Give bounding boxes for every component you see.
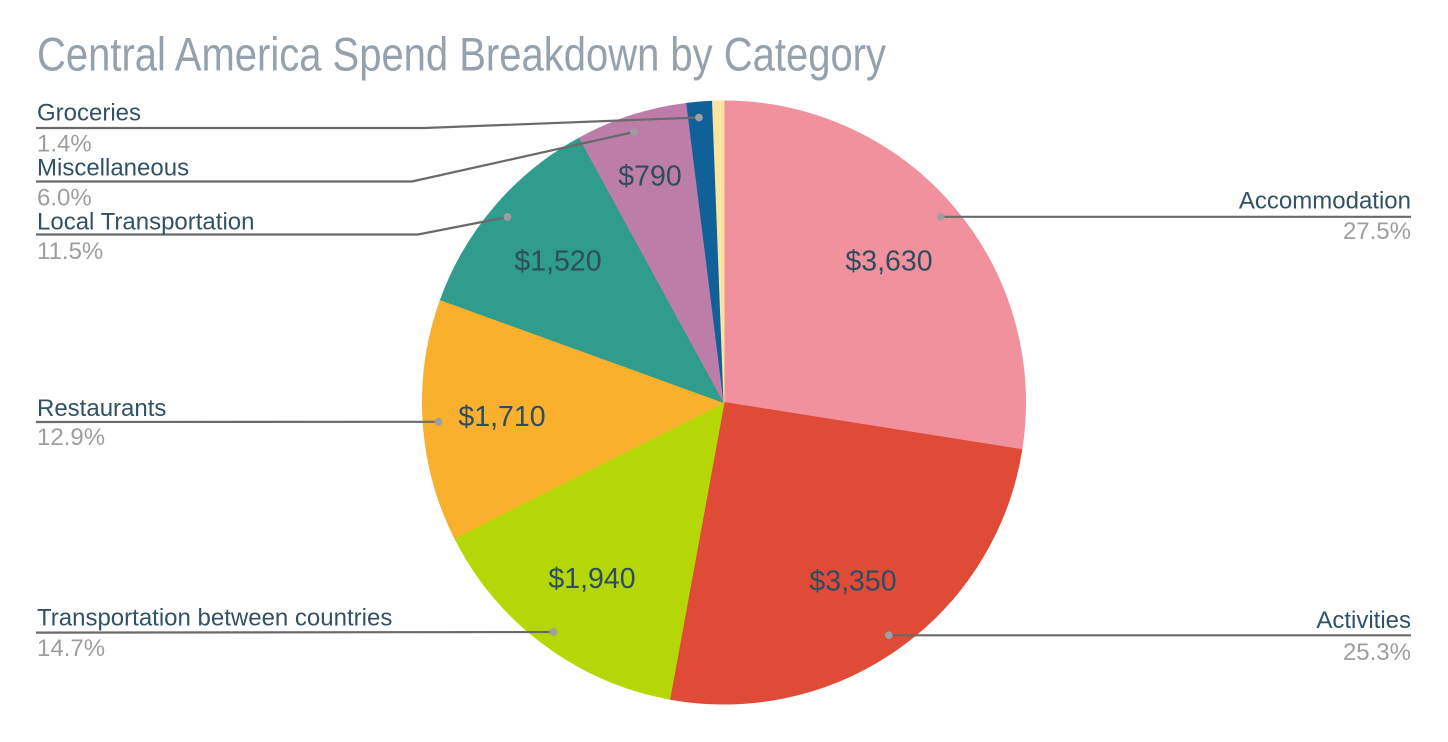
svg-text:Restaurants: Restaurants (37, 395, 166, 422)
svg-text:Accommodation: Accommodation (1239, 188, 1411, 215)
svg-text:$3,630: $3,630 (845, 246, 932, 278)
svg-text:$3,350: $3,350 (809, 566, 896, 598)
svg-text:14.7%: 14.7% (37, 635, 105, 662)
svg-text:$1,520: $1,520 (514, 246, 601, 278)
svg-text:Groceries: Groceries (37, 100, 141, 127)
svg-text:12.9%: 12.9% (37, 424, 105, 451)
svg-text:Central America Spend Breakdow: Central America Spend Breakdown by Categ… (37, 28, 886, 81)
svg-text:$790: $790 (618, 161, 681, 193)
svg-text:Local Transportation: Local Transportation (37, 209, 254, 236)
svg-text:$1,710: $1,710 (458, 401, 545, 433)
svg-text:11.5%: 11.5% (37, 238, 103, 265)
svg-text:6.0%: 6.0% (37, 185, 92, 212)
svg-text:1.4%: 1.4% (37, 131, 92, 158)
svg-text:Activities: Activities (1316, 607, 1411, 634)
svg-text:$1,940: $1,940 (548, 563, 635, 595)
svg-text:Miscellaneous: Miscellaneous (37, 155, 189, 182)
svg-text:Transportation between countri: Transportation between countries (37, 605, 392, 632)
svg-text:27.5%: 27.5% (1343, 218, 1411, 245)
svg-text:25.3%: 25.3% (1343, 639, 1411, 666)
